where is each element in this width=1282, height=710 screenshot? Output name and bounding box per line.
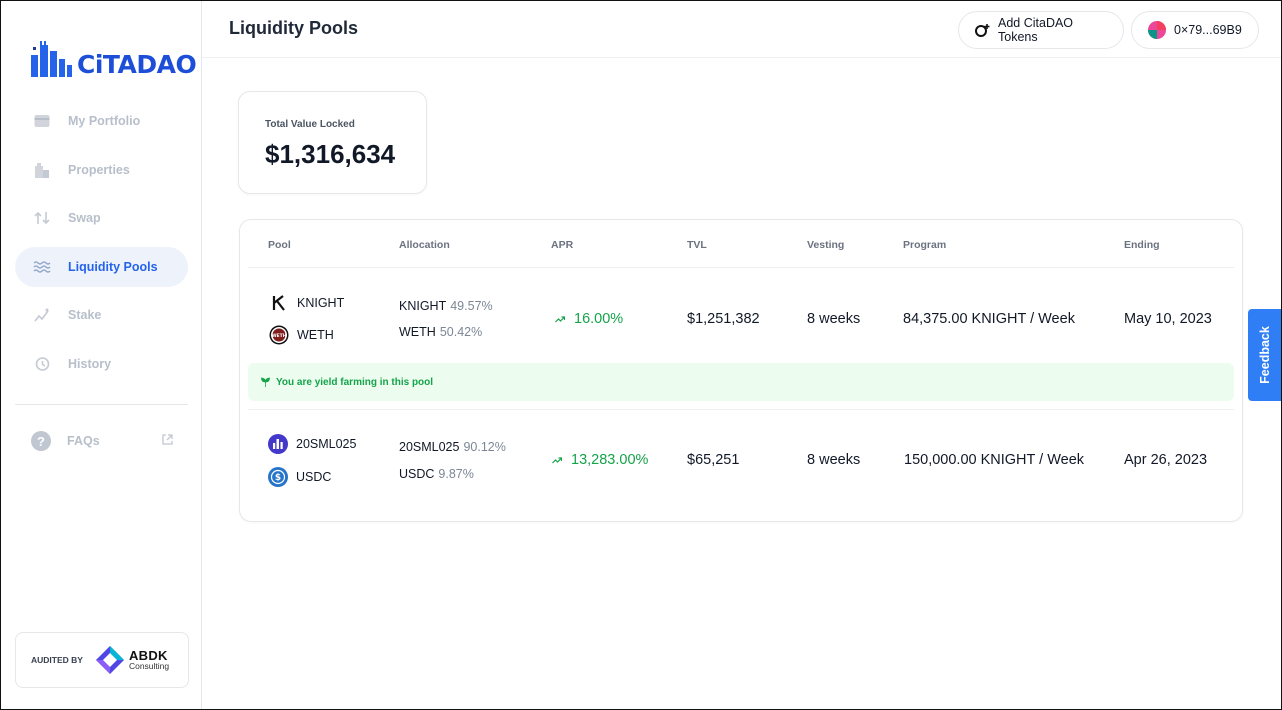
allocation-a: KNIGHT 49.57%: [399, 299, 493, 313]
trending-up-icon: [555, 315, 565, 323]
question-icon: ?: [31, 431, 51, 451]
faq-link[interactable]: ? FAQs: [31, 430, 173, 452]
pool-token-b: WETH WETH: [269, 325, 334, 345]
allocation-b: WETH 50.42%: [399, 325, 483, 339]
abdk-name: ABDK: [128, 648, 168, 664]
building-icon: [33, 161, 51, 179]
allocation-b: USDC 9.87%: [399, 467, 474, 481]
ending-cell: Apr 26, 2023: [1124, 452, 1208, 468]
logo-text: CiTADAO: [77, 50, 197, 79]
history-icon: [33, 355, 51, 373]
sidebar-item-label: Stake: [68, 308, 102, 322]
sidebar: CiTADAO My Portfolio Properties Swap Liq…: [1, 1, 202, 709]
sidebar-item-label: Properties: [68, 162, 130, 177]
abdk-diamond-icon: [95, 646, 124, 674]
wallet-button[interactable]: 0×79...69B9: [1131, 11, 1259, 49]
knight-token-icon: [269, 293, 289, 313]
abdk-logo: ABDK Consulting: [95, 645, 169, 675]
sidebar-item-liquidity-pools[interactable]: Liquidity Pools: [15, 246, 188, 287]
sidebar-item-stake[interactable]: Stake: [15, 295, 188, 335]
pool-token-a: KNIGHT: [269, 293, 344, 313]
citadao-logo[interactable]: CiTADAO: [31, 39, 197, 79]
sidebar-divider: [15, 404, 188, 405]
program-cell: 84,375.00 KNIGHT / Week: [903, 311, 1075, 327]
row-divider: [248, 409, 1234, 410]
page-title: Liquidity Pools: [229, 18, 358, 38]
header-allocation: Allocation: [399, 239, 450, 251]
pool-token-a: 20SML025: [268, 434, 356, 454]
svg-text:$: $: [275, 473, 281, 483]
header-apr: APR: [551, 239, 574, 251]
feedback-tab[interactable]: Feedback: [1248, 309, 1281, 401]
apr-value: 13,283.00%: [552, 452, 648, 468]
sidebar-item-label: My Portfolio: [68, 114, 141, 128]
tvl-card: Total Value Locked $1,316,634: [238, 91, 427, 194]
yield-farming-banner: You are yield farming in this pool: [248, 363, 1234, 401]
sidebar-item-history[interactable]: History: [15, 344, 188, 384]
trending-up-icon: [552, 456, 562, 464]
tvl-value: $1,316,634: [265, 139, 396, 169]
wallet-avatar-icon: [1148, 21, 1166, 39]
external-link-icon: [162, 432, 173, 450]
program-cell: 150,000.00 KNIGHT / Week: [904, 452, 1085, 468]
header-pool: Pool: [268, 239, 291, 251]
sidebar-item-label: Liquidity Pools: [68, 259, 158, 274]
allocation-a: 20SML025 90.12%: [399, 440, 506, 454]
tvl-cell: $1,251,382: [687, 311, 760, 327]
add-tokens-label: Add CitaDAO Tokens: [998, 16, 1074, 44]
header-program: Program: [903, 239, 947, 251]
header-vesting: Vesting: [807, 239, 845, 251]
vesting-cell: 8 weeks: [807, 452, 861, 468]
audit-badge[interactable]: AUDITED BY ABDK Consulting: [15, 632, 189, 688]
stake-icon: [33, 306, 51, 324]
20sml025-token-icon: [268, 434, 288, 454]
sidebar-item-my-portfolio[interactable]: My Portfolio: [15, 101, 188, 141]
add-citadao-tokens-button[interactable]: Add CitaDAO Tokens: [958, 11, 1124, 49]
tvl-cell: $65,251: [687, 452, 740, 468]
sidebar-item-label: Swap: [68, 211, 101, 225]
weth-token-icon: WETH: [269, 325, 289, 345]
pools-table: Pool Allocation APR TVL Vesting Program …: [239, 219, 1243, 522]
ending-cell: May 10, 2023: [1124, 311, 1212, 327]
faq-label: FAQs: [67, 434, 100, 448]
audit-label: AUDITED BY: [31, 655, 83, 665]
sidebar-item-label: History: [68, 356, 112, 371]
header-divider: [248, 267, 1234, 268]
tvl-label: Total Value Locked: [265, 119, 355, 130]
citadel-logo-icon: [31, 41, 72, 77]
svg-text:WETH: WETH: [272, 333, 287, 339]
pool-token-b: $ USDC: [268, 467, 331, 487]
vesting-cell: 8 weeks: [807, 311, 861, 327]
feedback-label: Feedback: [1257, 326, 1272, 384]
sidebar-item-properties[interactable]: Properties: [15, 150, 188, 190]
apr-value: 16.00%: [555, 311, 623, 327]
sidebar-item-swap[interactable]: Swap: [15, 198, 188, 238]
abdk-sub: Consulting: [128, 661, 170, 672]
waves-icon: [33, 258, 51, 276]
top-header: Liquidity Pools Add CitaDAO Tokens 0×79.…: [202, 1, 1281, 58]
header-ending: Ending: [1124, 239, 1160, 251]
wallet-address: 0×79...69B9: [1174, 23, 1242, 37]
plant-icon: [261, 377, 270, 387]
wallet-icon: [33, 112, 51, 130]
token-plus-icon: [975, 23, 990, 38]
sidebar-nav: My Portfolio Properties Swap Liquidity P…: [15, 101, 188, 392]
header-tvl: TVL: [687, 239, 707, 251]
swap-icon: [33, 209, 51, 227]
usdc-token-icon: $: [268, 467, 288, 487]
